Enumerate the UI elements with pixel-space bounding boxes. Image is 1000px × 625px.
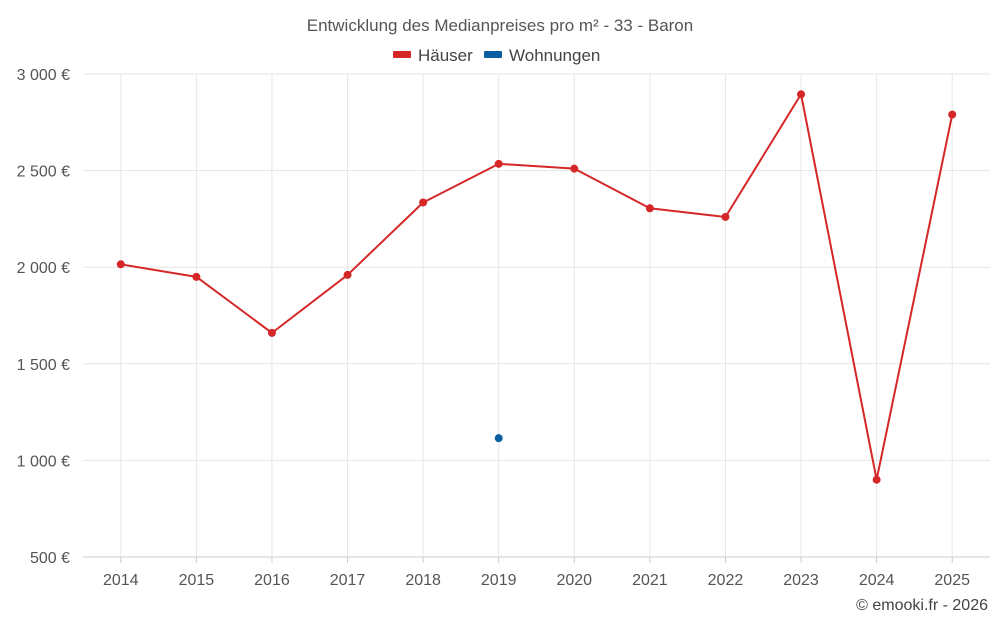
x-tick-label: 2022 [708, 572, 744, 589]
x-tick-label: 2021 [632, 572, 668, 589]
x-tick-label: 2019 [481, 572, 517, 589]
legend-item-wohnungen[interactable]: Wohnungen [484, 46, 600, 65]
data-point-wohnungen[interactable] [494, 434, 503, 443]
data-point-haeuser[interactable] [645, 204, 654, 213]
legend: Häuser Wohnungen [393, 46, 600, 65]
y-tick-label: 1 500 € [17, 357, 70, 374]
y-tick-label: 500 € [30, 550, 70, 567]
x-tick-label: 2014 [103, 572, 139, 589]
data-point-haeuser[interactable] [192, 272, 201, 281]
x-tick-label: 2015 [179, 572, 215, 589]
x-tick-label: 2025 [934, 572, 970, 589]
legend-item-haeuser[interactable]: Häuser [393, 46, 473, 65]
legend-label-haeuser: Häuser [418, 46, 473, 65]
y-tick-label: 2 500 € [17, 164, 70, 181]
grid [83, 73, 990, 558]
data-point-haeuser[interactable] [116, 260, 125, 269]
data-point-haeuser[interactable] [797, 90, 806, 99]
y-tick-label: 1 000 € [17, 453, 70, 470]
data-point-haeuser[interactable] [343, 270, 352, 279]
x-tick-label: 2017 [330, 572, 366, 589]
legend-swatch-wohnungen [484, 51, 502, 58]
data-point-haeuser[interactable] [948, 110, 957, 119]
data-point-haeuser[interactable] [267, 328, 276, 337]
x-axis-ticks: 2014 2015 2016 2017 2018 2019 2020 2021 2022 2023… [103, 557, 970, 589]
data-point-haeuser[interactable] [872, 475, 881, 484]
data-point-haeuser[interactable] [570, 164, 579, 173]
credit-text: © emooki.fr - 2026 [856, 597, 988, 614]
y-tick-label: 3 000 € [17, 67, 70, 84]
x-tick-label: 2016 [254, 572, 290, 589]
x-tick-label: 2018 [405, 572, 441, 589]
data-point-haeuser[interactable] [494, 159, 503, 168]
chart-title: Entwicklung des Medianpreises pro m² - 3… [307, 16, 693, 35]
legend-label-wohnungen: Wohnungen [509, 46, 600, 65]
series [116, 90, 957, 484]
y-tick-label: 2 000 € [17, 260, 70, 277]
legend-swatch-haeuser [393, 51, 411, 58]
data-point-haeuser[interactable] [721, 212, 730, 221]
data-point-haeuser[interactable] [419, 198, 428, 207]
series-line-haeuser [120, 93, 954, 481]
x-tick-label: 2020 [556, 572, 592, 589]
y-axis-ticks: 500 € 1 000 € 1 500 € 2 000 € 2 500 € 3 000 € [17, 67, 70, 567]
x-tick-label: 2023 [783, 572, 819, 589]
x-tick-label: 2024 [859, 572, 895, 589]
